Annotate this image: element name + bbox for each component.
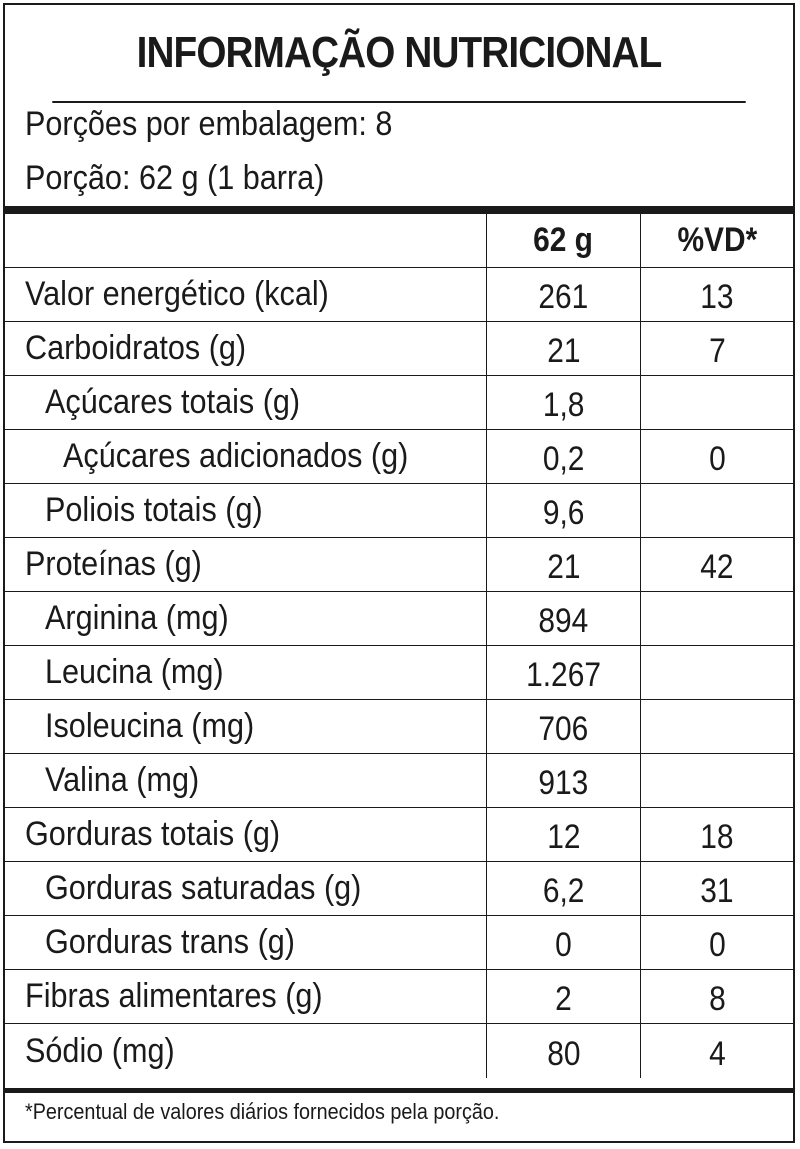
table-row: Gorduras saturadas (g) 6,2 31 (5, 862, 793, 916)
nutrient-qty: 894 (486, 592, 640, 645)
nutrient-qty-value: 706 (538, 710, 589, 748)
nutrient-qty-value: 2 (555, 980, 572, 1018)
nutrient-vd-value: 18 (700, 818, 734, 856)
nutrient-vd (640, 592, 793, 645)
nutrient-name: Açúcares totais (g) (45, 383, 301, 421)
nutrient-vd: 8 (640, 970, 793, 1023)
table-row: Açúcares totais (g) 1,8 (5, 376, 793, 430)
nutrient-qty-value: 80 (546, 1035, 581, 1073)
nutrient-qty-value: 21 (546, 548, 581, 586)
table-row: Valina (mg) 913 (5, 754, 793, 808)
nutrient-name: Gorduras totais (g) (25, 815, 281, 853)
nutrient-qty-value: 1,8 (542, 386, 585, 424)
table-row: Sódio (mg) 80 4 (5, 1024, 793, 1078)
nutrient-qty-value: 1.267 (526, 656, 601, 694)
nutrient-vd (640, 700, 793, 753)
nutrient-vd: 7 (640, 322, 793, 375)
thick-divider (5, 206, 793, 214)
nutrient-vd-value: 31 (700, 872, 734, 910)
table-row: Valor energético (kcal) 261 13 (5, 268, 793, 322)
table-row: Gorduras totais (g) 12 18 (5, 808, 793, 862)
nutrient-qty: 9,6 (486, 484, 640, 537)
nutrient-vd: 4 (640, 1024, 793, 1078)
nutrient-vd: 31 (640, 862, 793, 915)
nutrient-qty-value: 0,2 (542, 440, 585, 478)
nutrient-vd (640, 754, 793, 807)
nutrient-vd-value: 13 (700, 278, 734, 316)
nutrient-qty: 12 (486, 808, 640, 861)
nutrient-name: Fibras alimentares (g) (25, 977, 323, 1015)
nutrient-vd (640, 484, 793, 537)
nutrient-vd: 13 (640, 268, 793, 321)
nutrient-name: Arginina (mg) (45, 599, 229, 637)
nutrient-qty: 2 (486, 970, 640, 1023)
table-row: Carboidratos (g) 21 7 (5, 322, 793, 376)
bottom-divider (5, 1088, 793, 1093)
nutrient-qty: 261 (486, 268, 640, 321)
nutrient-vd-value: 4 (708, 1035, 726, 1073)
nutrient-name: Carboidratos (g) (25, 329, 247, 367)
table-row: Isoleucina (mg) 706 (5, 700, 793, 754)
table-row: Leucina (mg) 1.267 (5, 646, 793, 700)
nutrient-vd-value: 8 (708, 980, 726, 1018)
nutrient-qty: 706 (486, 700, 640, 753)
nutrient-qty-value: 261 (538, 278, 589, 316)
nutrient-name: Leucina (mg) (45, 653, 224, 691)
nutrient-vd-value: 0 (708, 440, 726, 478)
nutrient-qty: 913 (486, 754, 640, 807)
footnote: *Percentual de valores diários fornecido… (25, 1099, 500, 1124)
nutrient-qty: 6,2 (486, 862, 640, 915)
nutrient-name: Valina (mg) (45, 761, 200, 799)
nutrient-name: Açúcares adicionados (g) (63, 437, 409, 475)
nutrient-vd: 42 (640, 538, 793, 591)
nutrient-name: Sódio (mg) (25, 1031, 175, 1070)
nutrient-qty-value: 0 (555, 926, 572, 964)
table-row: Açúcares adicionados (g) 0,2 0 (5, 430, 793, 484)
table-row: Poliois totais (g) 9,6 (5, 484, 793, 538)
table-row: Arginina (mg) 894 (5, 592, 793, 646)
nutrient-vd (640, 376, 793, 429)
nutrient-name: Gorduras trans (g) (45, 923, 295, 961)
nutrient-vd-value: 7 (708, 332, 726, 370)
table-row: Proteínas (g) 21 42 (5, 538, 793, 592)
label-title: INFORMAÇÃO NUTRICIONAL (52, 5, 746, 103)
nutrient-qty-value: 894 (538, 602, 589, 640)
nutrient-qty-value: 21 (546, 332, 581, 370)
nutrient-name: Proteínas (g) (25, 545, 202, 583)
nutrient-qty-value: 9,6 (542, 494, 585, 532)
nutrient-name: Isoleucina (mg) (45, 707, 255, 745)
nutrient-qty: 21 (486, 322, 640, 375)
table-row: Fibras alimentares (g) 2 8 (5, 970, 793, 1024)
table-header-row: 62 g %VD* (5, 214, 793, 268)
nutrient-qty: 1,8 (486, 376, 640, 429)
header-vd: %VD* (640, 214, 793, 267)
nutrient-qty: 21 (486, 538, 640, 591)
nutrient-vd-value: 42 (700, 548, 734, 586)
nutrient-name: Poliois totais (g) (45, 491, 263, 529)
nutrient-qty-value: 12 (546, 818, 581, 856)
nutrient-vd: 18 (640, 808, 793, 861)
nutrient-vd (640, 646, 793, 699)
header-qty: 62 g (486, 214, 640, 267)
servings-per-package: Porções por embalagem: 8 (25, 105, 393, 143)
nutrient-qty: 0 (486, 916, 640, 969)
serving-size: Porção: 62 g (1 barra) (25, 159, 325, 197)
nutrient-name: Valor energético (kcal) (25, 275, 329, 313)
nutrient-qty-value: 6,2 (542, 872, 585, 910)
nutrient-qty: 80 (486, 1024, 640, 1078)
nutrient-qty: 0,2 (486, 430, 640, 483)
table-row: Gorduras trans (g) 0 0 (5, 916, 793, 970)
nutrient-vd-value: 0 (708, 926, 726, 964)
nutrient-qty: 1.267 (486, 646, 640, 699)
nutrition-facts-label: INFORMAÇÃO NUTRICIONAL Porções por embal… (3, 3, 795, 1143)
nutrient-vd: 0 (640, 916, 793, 969)
nutrient-name: Gorduras saturadas (g) (45, 869, 362, 907)
nutrient-qty-value: 913 (538, 764, 589, 802)
nutrient-vd: 0 (640, 430, 793, 483)
